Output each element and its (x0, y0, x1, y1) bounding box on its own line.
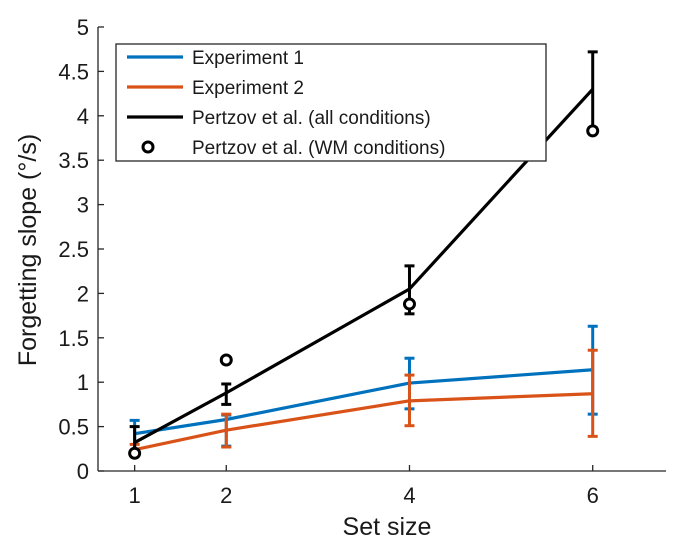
series-line-experiment-2 (134, 392, 593, 452)
y-axis-title: Forgetting slope (°/s) (14, 134, 42, 366)
y-tick-label: 2.5 (58, 237, 89, 262)
legend-box (115, 43, 547, 162)
legend: Experiment 1 Experiment 2 Pertzov et al. (… (115, 43, 547, 162)
y-tick-label: 5 (77, 15, 89, 40)
y-tick-label: 0.5 (58, 415, 89, 440)
y-tick-label: 4.5 (58, 59, 89, 84)
series-line-pertzov-all (133, 88, 594, 444)
legend-label: Experiment 2 (192, 78, 304, 99)
legend-label: Pertzov et al. (WM conditions) (192, 138, 445, 159)
y-tick-label: 4 (77, 104, 89, 129)
data-point-pertzov-wm (128, 446, 142, 460)
legend-label: Pertzov et al. (all conditions) (192, 108, 431, 129)
y-tick-label: 1 (77, 370, 89, 395)
x-tick-label: 4 (403, 483, 415, 508)
x-tick-label: 6 (587, 483, 599, 508)
legend-marker (141, 140, 155, 154)
y-tick-label: 1.5 (58, 326, 89, 351)
data-point-pertzov-wm (219, 353, 233, 367)
data-point-pertzov-wm (402, 297, 416, 311)
data-point-pertzov-wm (586, 124, 600, 138)
legend-label: Experiment 1 (192, 48, 304, 69)
x-tick-label: 2 (220, 483, 232, 508)
axes: 0 0.5 1 1.5 2 2.5 3 3.5 4 4.5 5 1 2 4 6 (58, 15, 666, 508)
x-axis-title: Set size (343, 513, 432, 541)
series-line-experiment-1 (134, 368, 593, 436)
y-tick-label: 3.5 (58, 148, 89, 173)
plot-marks (128, 50, 600, 460)
y-tick-label: 3 (77, 193, 89, 218)
y-tick-label: 2 (77, 281, 89, 306)
x-tick-label: 1 (129, 483, 141, 508)
y-tick-label: 0 (77, 459, 89, 484)
